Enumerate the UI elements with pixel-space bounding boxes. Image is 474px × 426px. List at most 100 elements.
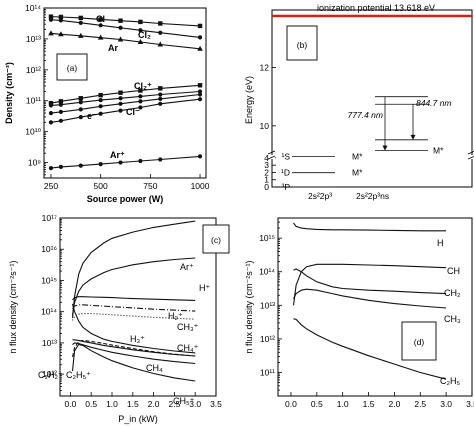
point-marker [197, 92, 203, 97]
series-line [50, 19, 201, 38]
x-tick-label: 0.0 [64, 399, 76, 409]
axis-break [467, 150, 474, 155]
point-marker [158, 86, 163, 91]
y-tick-label: 10¹⁶ [41, 244, 57, 254]
series-label: H₃⁺ [130, 334, 145, 344]
point-marker [98, 98, 103, 103]
point-marker [118, 18, 123, 23]
series-line [50, 90, 201, 106]
series-line [71, 343, 196, 382]
y-tick-label: 10¹⁷ [42, 213, 57, 223]
x-tick-label: 0.5 [85, 399, 97, 409]
series-label: Cl⁻ [126, 107, 140, 117]
point-marker [98, 104, 103, 109]
point-marker [158, 92, 163, 97]
series-line [292, 263, 447, 306]
x-tick-label: 2.0 [148, 399, 160, 409]
point-marker [98, 17, 103, 22]
series-label: H⁺ [199, 283, 210, 293]
series-line [71, 220, 196, 318]
point-marker [118, 90, 123, 95]
point-marker [158, 21, 163, 26]
point-marker [138, 158, 143, 164]
point-marker [197, 35, 203, 40]
x-axis-label: Source power (W) [87, 194, 164, 204]
series-label: CH₄⁺ [177, 343, 199, 353]
x-tick-label: 1.0 [106, 399, 118, 409]
point-marker [58, 18, 63, 23]
y-tick-label: 10¹¹ [260, 367, 275, 377]
series-line [293, 318, 447, 380]
series-line [50, 93, 201, 114]
y-tick-label: 3 [264, 160, 269, 170]
series-line [293, 268, 447, 295]
axis-break-gap [469, 155, 474, 159]
x-tick-label: 3.0 [189, 399, 201, 409]
series-label: CH₃⁺ [177, 322, 199, 332]
panel-label: (b) [297, 40, 308, 50]
x-tick-label: 2.5 [168, 399, 180, 409]
series-label: Cl [96, 14, 105, 24]
level-label: ¹S [282, 152, 291, 162]
series-label: CH₃ [444, 314, 461, 324]
point-marker [117, 36, 124, 42]
x-tick-label: 1.5 [363, 399, 375, 409]
point-marker [197, 23, 203, 29]
point-marker [197, 45, 203, 51]
series-label: Ar⁺ [180, 262, 194, 272]
series-line [293, 222, 447, 232]
point-marker [98, 92, 103, 98]
point-marker [58, 109, 63, 114]
series-label: Cl₂ [138, 30, 151, 40]
point-marker [58, 31, 64, 37]
series-label: Ar⁺ [110, 150, 125, 160]
series-label: H₂⁺ [168, 311, 183, 321]
x-tick-label: 3.0 [440, 399, 452, 409]
series-line [72, 342, 196, 365]
series-line [293, 288, 447, 309]
y-axis-label: Energy (eV) [244, 76, 254, 124]
y-tick-label: 10¹³ [26, 34, 41, 44]
series-label: Ar [108, 43, 118, 53]
panel-label-box [286, 25, 318, 61]
panel-label-box [56, 53, 88, 81]
point-marker [58, 99, 64, 104]
series-label: Cl₂⁺ [134, 81, 152, 91]
level-label: ¹D [281, 168, 290, 178]
x-tick-label: 0.5 [311, 399, 323, 409]
panel-a: 10⁹ 10¹⁰ 10¹¹ 10¹² 10¹³ 10¹⁴ 250 500 750 1000 Sour… [4, 3, 210, 204]
point-marker [48, 103, 54, 108]
series-label: H [437, 238, 444, 248]
y-tick-label: 10¹³ [260, 300, 275, 310]
point-marker [138, 88, 143, 93]
axis-break [267, 155, 276, 160]
level-state: M* [433, 146, 444, 156]
point-marker [58, 164, 63, 169]
series-label: e⁻ [87, 111, 97, 121]
point-marker [98, 23, 103, 28]
series-line [72, 296, 196, 301]
panel-label-box [401, 321, 437, 361]
point-marker [138, 28, 143, 33]
y-tick-label: 10¹³ [42, 338, 57, 348]
y-tick-label: 1 [264, 175, 269, 185]
level-label: ³P [282, 182, 291, 192]
y-tick-label: 10⁹ [28, 158, 41, 168]
series-line [50, 98, 201, 123]
x-tick-label: 750 [143, 181, 157, 191]
y-tick-label: 12 [260, 63, 270, 73]
level-state: M* [352, 152, 363, 162]
y-tick-label: 10¹⁵ [259, 233, 275, 243]
transition-arrowhead [410, 134, 416, 140]
point-marker [138, 19, 143, 25]
point-marker [138, 105, 143, 110]
y-axis-label: Density (cm⁻³) [4, 62, 14, 124]
point-marker [118, 108, 123, 113]
ionization-label: ionization potential 13.618 eV [317, 3, 435, 13]
point-marker [58, 14, 64, 20]
panel-label: (c) [211, 235, 221, 245]
x-tick-label: 3.5 [210, 399, 222, 409]
point-marker [98, 161, 103, 167]
y-axis-label: n flux density (cm⁻²s⁻¹) [244, 260, 254, 353]
y-tick-label: 10¹⁵ [41, 275, 57, 285]
